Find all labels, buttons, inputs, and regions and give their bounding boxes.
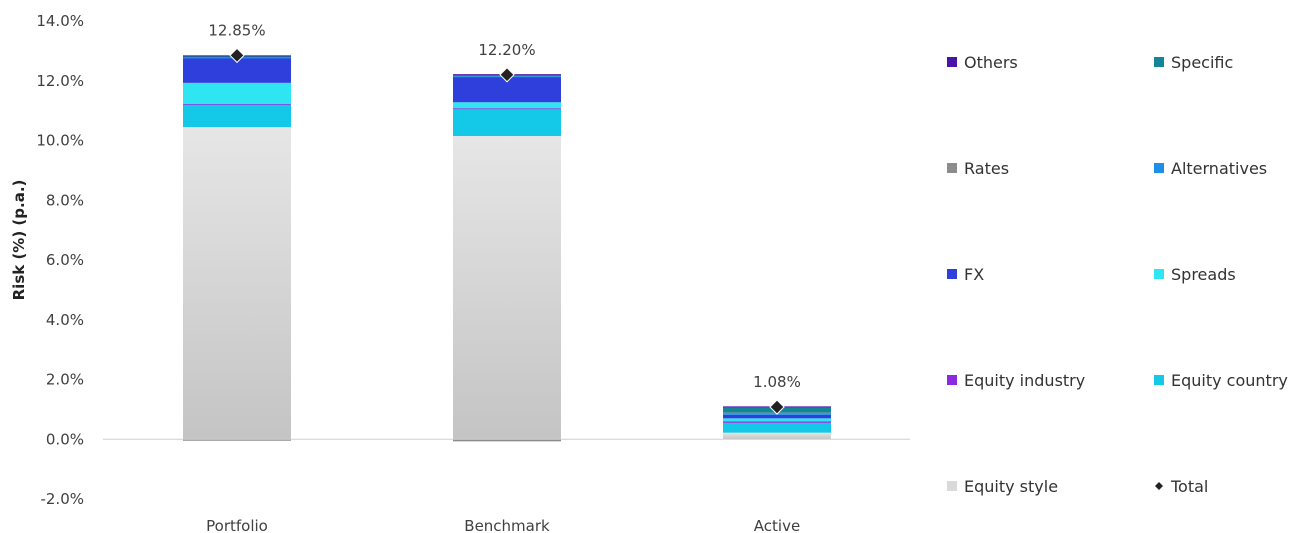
y-tick-label: 0.0%	[46, 430, 84, 448]
legend-swatch	[1154, 57, 1164, 67]
legend-item: Equity country	[1154, 371, 1288, 390]
legend-label: Equity style	[964, 477, 1058, 496]
legend-swatch	[947, 269, 957, 279]
x-tick-label: Portfolio	[206, 517, 268, 533]
legend-label: Total	[1170, 477, 1208, 496]
legend-item: Equity industry	[947, 371, 1085, 390]
legend-swatch	[947, 375, 957, 385]
x-axis-category-labels: Portfolio Benchmark Active	[206, 517, 800, 533]
total-data-label: 12.20%	[478, 41, 535, 59]
legend-item: Others	[947, 53, 1018, 72]
bar-segment-spreads	[183, 83, 291, 104]
total-data-label: 1.08%	[753, 373, 801, 391]
y-tick-label: 14.0%	[36, 12, 84, 30]
legend-label: Equity country	[1171, 371, 1288, 390]
y-tick-label: 2.0%	[46, 371, 84, 389]
y-tick-label: 8.0%	[46, 191, 84, 209]
bar-segment-equity-style	[723, 433, 831, 440]
legend-swatch	[1154, 269, 1164, 279]
bar-segment-fx	[723, 415, 831, 419]
legend-label: Equity industry	[964, 371, 1085, 390]
bar-segment-equity-country	[183, 105, 291, 127]
legend-label: Spreads	[1171, 265, 1236, 284]
bar-segment-spreads	[453, 102, 561, 108]
bar-segment-equity-industry	[723, 421, 831, 422]
legend-item: Rates	[947, 159, 1009, 178]
bar-segment-spreads	[723, 418, 831, 421]
legend-label: Others	[964, 53, 1018, 72]
y-tick-label: -2.0%	[40, 490, 84, 508]
legend-label: Specific	[1171, 53, 1233, 72]
x-tick-label: Active	[754, 517, 800, 533]
legend-label: Rates	[964, 159, 1009, 178]
x-tick-label: Benchmark	[464, 517, 550, 533]
bar-segment-equity-style	[453, 136, 561, 439]
legend-label: Alternatives	[1171, 159, 1267, 178]
legend-item: Specific	[1154, 53, 1233, 72]
bar-segment-equity-country	[723, 423, 831, 433]
legend-label: FX	[964, 265, 984, 284]
stacked-bars	[183, 55, 831, 441]
legend-item: Alternatives	[1154, 159, 1267, 178]
bar-segment-equity-industry	[453, 108, 561, 109]
legend-swatch	[1154, 163, 1164, 173]
y-axis-tick-labels: -2.0% 0.0% 2.0% 4.0% 6.0% 8.0% 10.0% 12.0% 14.0%	[36, 12, 84, 508]
legend-item: Total	[1155, 477, 1208, 496]
y-tick-label: 6.0%	[46, 251, 84, 269]
legend-swatch	[947, 57, 957, 67]
y-tick-label: 10.0%	[36, 132, 84, 150]
y-tick-label: 4.0%	[46, 311, 84, 329]
bar-segment-equity-style	[183, 127, 291, 439]
legend-item: FX	[947, 265, 984, 284]
legend-item: Equity style	[947, 477, 1058, 496]
total-data-label: 12.85%	[208, 21, 265, 39]
bar-segment-equity-country	[453, 109, 561, 136]
legend-item: Spreads	[1154, 265, 1236, 284]
legend-swatch	[947, 163, 957, 173]
y-axis-title: Risk (%) (p.a.)	[10, 180, 28, 301]
bar-segment-equity-industry	[183, 104, 291, 105]
legend: Others Specific Rates Alternatives FX Spreads…	[947, 53, 1288, 496]
legend-swatch	[947, 481, 957, 491]
y-tick-label: 12.0%	[36, 72, 84, 90]
legend-swatch	[1154, 375, 1164, 385]
legend-swatch	[1155, 482, 1163, 490]
